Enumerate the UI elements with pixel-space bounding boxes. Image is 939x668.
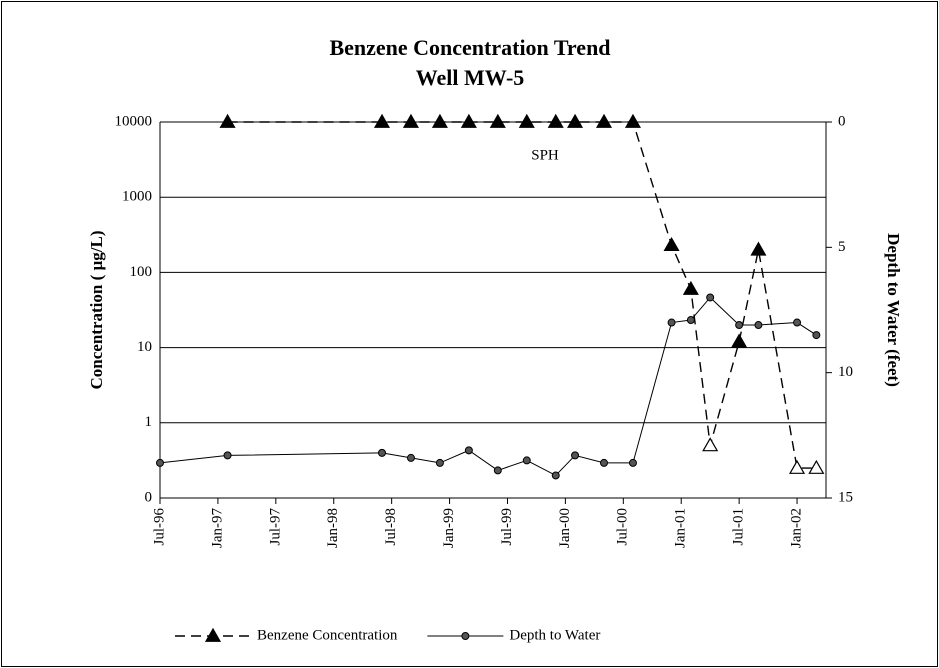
x-tick-label: Jul-97 <box>267 508 283 546</box>
x-tick-label: Jan-97 <box>209 508 225 548</box>
x-tick-label: Jan-00 <box>557 508 573 548</box>
x-tick-label: Jan-02 <box>788 508 804 548</box>
data-point <box>522 456 531 465</box>
data-point <box>402 113 419 128</box>
y2-tick-label: 15 <box>838 489 853 505</box>
data-point <box>460 113 477 128</box>
x-tick-label: Jul-98 <box>383 508 399 546</box>
x-tick-label: Jul-00 <box>615 508 631 546</box>
y-tick-label: 0 <box>145 489 153 505</box>
data-point <box>706 293 715 302</box>
data-point <box>378 448 386 457</box>
data-point <box>464 446 473 455</box>
chart-subtitle: Well MW-5 <box>416 65 525 90</box>
data-point <box>735 321 744 330</box>
series-line <box>227 121 817 469</box>
y-tick-label: 1000 <box>122 189 152 205</box>
data-point <box>219 113 236 128</box>
data-point <box>493 466 502 475</box>
y2-tick-label: 5 <box>838 239 846 255</box>
data-point <box>518 113 535 128</box>
data-point <box>406 453 415 462</box>
data-point <box>628 458 637 467</box>
legend-marker <box>204 627 222 642</box>
x-tick-label: Jan-01 <box>673 508 689 548</box>
data-point <box>547 113 564 128</box>
data-point <box>489 113 506 128</box>
data-point <box>223 451 232 460</box>
y-tick-label: 10000 <box>115 113 153 129</box>
legend-label: Benzene Concentration <box>257 627 398 643</box>
data-point <box>373 113 391 128</box>
data-point <box>812 331 821 340</box>
data-point <box>595 113 613 128</box>
data-point <box>431 113 448 128</box>
y2-axis-label: Depth to Water (feet) <box>884 233 903 387</box>
data-point <box>686 316 695 325</box>
x-tick-label: Jan-99 <box>441 508 457 548</box>
data-point <box>808 459 825 474</box>
chart-title: Benzene Concentration Trend <box>329 35 610 60</box>
x-tick-label: Jul-01 <box>731 508 747 546</box>
data-point <box>435 458 444 467</box>
data-point <box>551 471 560 480</box>
y2-tick-label: 10 <box>838 364 853 380</box>
data-point <box>156 458 164 467</box>
data-point <box>750 241 767 256</box>
series-line <box>159 296 817 477</box>
data-point <box>663 236 680 252</box>
x-tick-label: Jan-98 <box>325 508 341 548</box>
y-axis-label: Concentration ( µg/L) <box>87 230 106 389</box>
legend-label: Depth to Water <box>509 627 600 643</box>
y2-tick-label: 0 <box>838 113 846 129</box>
data-point <box>754 321 763 330</box>
data-point <box>682 280 699 295</box>
data-point <box>667 318 676 327</box>
annotation: SPH <box>531 147 559 163</box>
data-point <box>567 113 584 128</box>
data-point <box>789 459 806 474</box>
y-tick-label: 100 <box>130 264 153 280</box>
data-point <box>731 333 748 348</box>
legend-marker <box>461 632 470 640</box>
data-point <box>571 451 580 460</box>
y-tick-label: 10 <box>137 339 152 355</box>
data-point <box>624 113 641 128</box>
data-point <box>600 458 608 467</box>
y-tick-label: 1 <box>145 414 153 430</box>
x-tick-label: Jul-99 <box>499 508 515 546</box>
data-point <box>793 318 802 327</box>
data-point <box>702 437 719 452</box>
x-tick-label: Jul-96 <box>151 508 167 546</box>
